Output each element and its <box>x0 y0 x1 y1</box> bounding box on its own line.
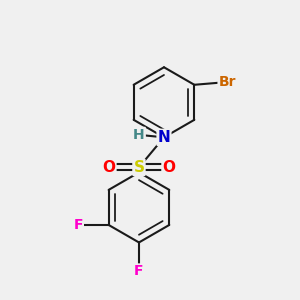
Text: H: H <box>133 128 145 142</box>
Text: O: O <box>102 160 116 175</box>
Text: N: N <box>158 130 170 145</box>
Text: F: F <box>134 265 144 278</box>
Text: O: O <box>163 160 176 175</box>
Text: S: S <box>134 160 145 175</box>
Text: F: F <box>74 218 83 232</box>
Text: Br: Br <box>219 75 236 89</box>
